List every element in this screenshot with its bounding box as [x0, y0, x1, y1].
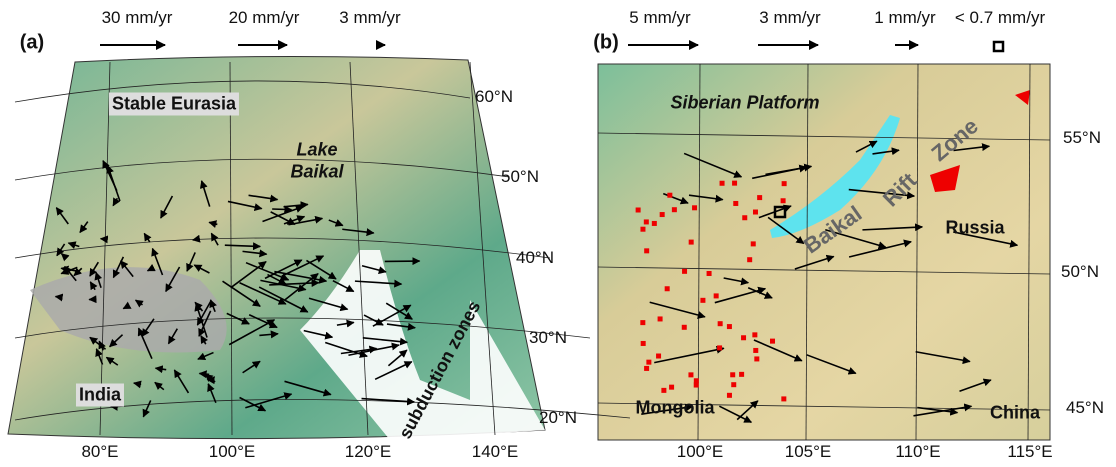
latitude-label: 45°N [1066, 398, 1104, 418]
velocity-arrow [101, 239, 107, 240]
place-label: Lake [296, 140, 337, 161]
volcanic-point [682, 269, 687, 274]
volcanic-point [689, 240, 694, 245]
volcanic-point [641, 341, 646, 346]
volcanic-point [757, 195, 762, 200]
volcanic-point [688, 372, 693, 377]
volcanic-point [754, 356, 759, 361]
volcanic-point [644, 248, 649, 253]
legend-square [994, 42, 1003, 51]
legend-label: 5 mm/yr [629, 8, 690, 28]
volcanic-point [694, 383, 699, 388]
volcanic-point [644, 366, 649, 371]
volcanic-point [714, 293, 719, 298]
volcanic-point [700, 298, 705, 303]
volcanic-point [682, 325, 687, 330]
volcanic-point [751, 241, 756, 246]
volcanic-point [665, 286, 670, 291]
volcanic-point [730, 372, 735, 377]
latitude-label: 50°N [501, 167, 539, 187]
volcanic-point [727, 324, 732, 329]
volcanic-point [753, 348, 758, 353]
volcanic-point [692, 205, 697, 210]
volcanic-point [672, 207, 677, 212]
volcanic-point [694, 378, 699, 383]
volcanic-point [640, 227, 645, 232]
volcanic-point [739, 372, 744, 377]
volcanic-point [644, 219, 649, 224]
volcanic-point [770, 339, 775, 344]
longitude-label: 100°E [209, 442, 256, 462]
volcanic-point [717, 345, 722, 350]
volcanic-point [781, 198, 786, 203]
place-label: Stable Eurasia [109, 93, 239, 116]
volcanic-point [720, 181, 725, 186]
longitude-label: 80°E [81, 442, 118, 462]
volcanic-point [636, 207, 641, 212]
legend-label: 20 mm/yr [229, 8, 300, 28]
legend-label: 3 mm/yr [759, 8, 820, 28]
volcanic-point [661, 388, 666, 393]
velocity-arrow [199, 373, 209, 374]
volcanic-point [742, 215, 747, 220]
latitude-label: 40°N [516, 248, 554, 268]
place-label: China [990, 403, 1040, 424]
volcanic-point [667, 193, 672, 198]
volcanic-point [658, 316, 663, 321]
latitude-label: 60°N [475, 87, 513, 107]
legend-label: 3 mm/yr [339, 8, 400, 28]
velocity-arrow [193, 239, 198, 240]
volcanic-point [660, 212, 665, 217]
place-label: Mongolia [636, 398, 715, 419]
place-label: Siberian Platform [670, 93, 819, 114]
velocity-arrow [56, 297, 61, 298]
place-label: Russia [945, 218, 1004, 239]
longitude-label: 115°E [1007, 442, 1052, 462]
volcanic-point [733, 201, 738, 206]
panel-label: (a) [20, 32, 44, 55]
volcanic-point [656, 354, 661, 359]
volcanic-point [732, 181, 737, 186]
volcanic-point [640, 320, 645, 325]
volcanic-point [727, 393, 732, 398]
legend-label: < 0.7 mm/yr [955, 8, 1045, 28]
volcanic-point [781, 396, 786, 401]
latitude-label: 50°N [1061, 262, 1099, 282]
volcanic-point [747, 257, 752, 262]
volcanic-point [669, 385, 674, 390]
volcanic-point [646, 360, 651, 365]
volcanic-point [741, 335, 746, 340]
longitude-label: 110°E [895, 442, 940, 462]
volcanic-point [718, 321, 723, 326]
volcanic-point [752, 332, 757, 337]
latitude-label: 55°N [1063, 128, 1101, 148]
place-label: India [76, 384, 124, 407]
volcanic-point [753, 210, 758, 215]
longitude-label: 105°E [785, 442, 832, 462]
longitude-label: 140°E [472, 442, 519, 462]
volcanic-point [652, 221, 657, 226]
panel-label: (b) [593, 32, 619, 55]
volcanic-point [707, 271, 712, 276]
latitude-label: 20°N [539, 408, 577, 428]
longitude-label: 100°E [677, 442, 724, 462]
longitude-label: 120°E [345, 442, 392, 462]
figure: (a) 30 mm/yr 20 mm/yr 3 mm/yr Stable Eurasia… [0, 0, 1116, 467]
latitude-label: 30°N [529, 328, 567, 348]
place-label: Baikal [290, 162, 343, 183]
legend-label: 30 mm/yr [102, 8, 173, 28]
volcanic-point [731, 382, 736, 387]
legend-label: 1 mm/yr [874, 8, 935, 28]
volcanic-point [782, 181, 787, 186]
velocity-arrow [272, 209, 291, 210]
